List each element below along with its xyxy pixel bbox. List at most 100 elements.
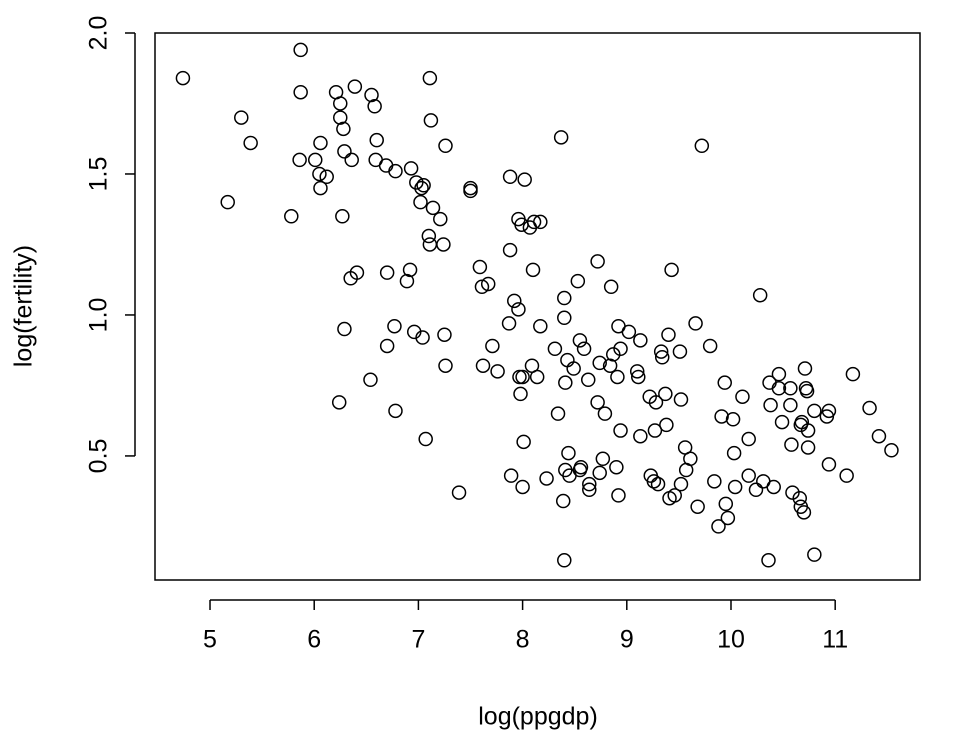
point: [333, 110, 348, 125]
point: [667, 488, 682, 503]
point: [475, 358, 491, 373]
point: [683, 451, 698, 467]
point: [344, 152, 359, 168]
point: [367, 99, 382, 114]
point: [726, 445, 742, 461]
point: [423, 113, 439, 128]
point: [175, 70, 191, 86]
point: [821, 457, 837, 472]
point: [335, 209, 350, 224]
point: [399, 273, 415, 289]
point: [313, 135, 328, 151]
point: [418, 431, 433, 447]
y-axis-label: log(fertility): [10, 245, 38, 367]
point: [516, 434, 531, 450]
point: [349, 265, 365, 280]
y-tick-label: 0.5: [85, 439, 113, 474]
point: [592, 465, 607, 481]
x-tick-label: 10: [717, 626, 745, 654]
point: [438, 358, 453, 373]
point: [515, 479, 530, 495]
point: [702, 338, 718, 354]
point: [761, 553, 776, 568]
point: [337, 321, 352, 337]
point: [735, 389, 750, 404]
point: [560, 352, 575, 368]
point: [513, 386, 528, 402]
point: [553, 130, 569, 145]
point: [566, 361, 581, 376]
point: [402, 262, 418, 278]
point: [387, 318, 402, 334]
point: [661, 327, 676, 342]
point: [403, 161, 419, 176]
point: [557, 290, 572, 306]
point: [533, 318, 548, 334]
point: [797, 361, 813, 376]
point: [792, 490, 808, 506]
point: [646, 474, 662, 489]
point: [714, 409, 729, 424]
point: [741, 468, 756, 483]
point: [378, 158, 394, 173]
point: [807, 547, 822, 562]
point: [590, 254, 605, 269]
x-tick-label: 7: [411, 626, 425, 654]
point: [480, 276, 496, 292]
point: [472, 259, 488, 275]
point: [561, 445, 576, 461]
point: [799, 383, 815, 399]
point: [422, 237, 438, 252]
point: [220, 194, 235, 210]
point: [415, 330, 430, 345]
point: [515, 369, 530, 385]
x-tick-label: 8: [516, 626, 530, 654]
point: [529, 369, 545, 385]
point: [650, 476, 666, 492]
point: [602, 358, 618, 373]
point: [609, 459, 624, 475]
point: [319, 169, 334, 185]
point: [437, 327, 452, 342]
point: [605, 347, 621, 362]
point: [379, 338, 395, 354]
point: [451, 485, 467, 500]
point: [243, 135, 258, 151]
y-tick-label: 1.0: [85, 298, 113, 333]
point: [293, 42, 308, 58]
point: [555, 493, 571, 509]
point: [688, 316, 703, 331]
x-tick-label: 11: [822, 626, 848, 654]
point: [234, 110, 249, 125]
point: [862, 400, 877, 416]
point: [313, 180, 328, 196]
point: [436, 237, 451, 252]
point: [845, 366, 861, 382]
point: [763, 397, 778, 413]
point: [766, 479, 781, 495]
point: [664, 262, 679, 278]
point: [725, 412, 741, 427]
x-axis-label: log(ppgdp): [478, 703, 598, 731]
point: [517, 172, 532, 187]
point: [603, 279, 619, 295]
point: [648, 395, 664, 410]
point: [284, 209, 299, 224]
point: [800, 423, 816, 438]
x-tick-label: 5: [203, 626, 217, 654]
point: [871, 428, 887, 444]
point: [633, 428, 648, 444]
point: [821, 403, 837, 419]
point: [800, 440, 816, 455]
point: [463, 180, 478, 196]
point: [711, 519, 726, 534]
point: [502, 169, 518, 185]
point: [748, 482, 764, 498]
point: [694, 138, 710, 154]
point: [416, 178, 431, 193]
point: [771, 381, 787, 396]
point: [839, 468, 854, 483]
point: [379, 265, 395, 280]
